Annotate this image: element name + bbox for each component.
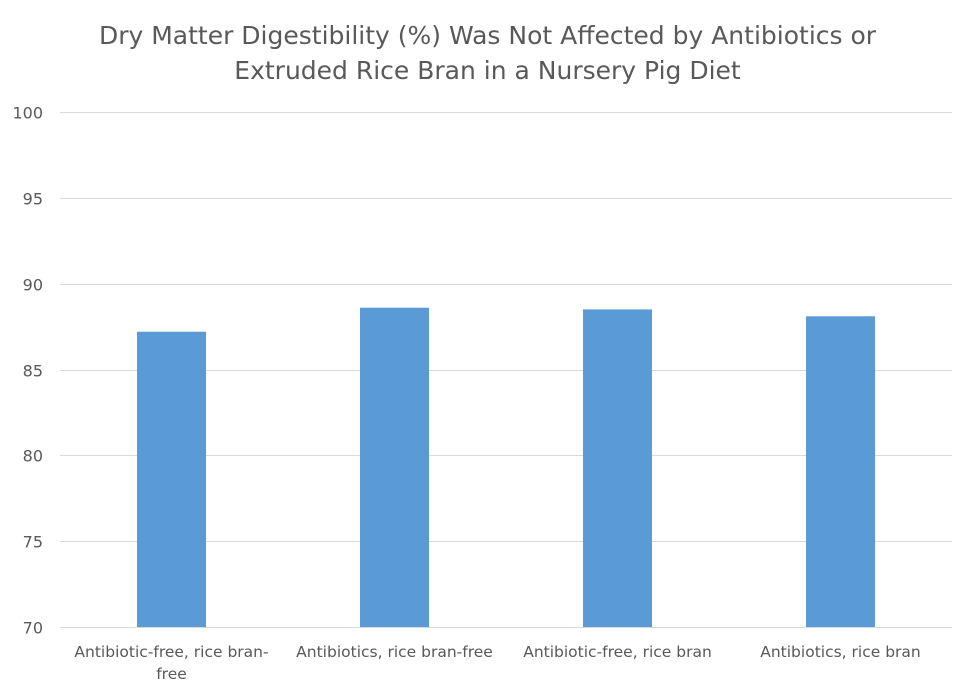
x-category-label-3: Antibiotic-free, rice bran (523, 643, 712, 661)
x-category-label-4: Antibiotics, rice bran (760, 643, 921, 661)
gridlines (60, 112, 952, 628)
bar-1 (137, 331, 206, 627)
y-tick-label-100: 100 (12, 104, 43, 123)
x-category-label-1: Antibiotic-free, rice bran-free (74, 643, 269, 683)
bar-2 (360, 307, 429, 627)
bar-3 (583, 309, 652, 627)
chart-title: Dry Matter Digestibility (%) Was Not Aff… (0, 18, 975, 88)
bars (137, 307, 875, 627)
chart-title-line-1: Dry Matter Digestibility (%) Was Not Aff… (98, 21, 877, 50)
chart-title-line-2: Extruded Rice Bran in a Nursery Pig Diet (234, 56, 741, 85)
y-tick-label-95: 95 (23, 190, 43, 209)
y-tick-label-75: 75 (23, 533, 43, 552)
x-category-label-2: Antibiotics, rice bran-free (296, 643, 493, 661)
y-tick-label-80: 80 (23, 447, 43, 466)
bar-4 (806, 316, 875, 627)
y-axis-ticks: 70 75 80 85 90 95 100 (12, 104, 43, 638)
y-tick-label-90: 90 (23, 276, 43, 295)
y-tick-label-85: 85 (23, 362, 43, 381)
y-tick-label-70: 70 (23, 619, 43, 638)
